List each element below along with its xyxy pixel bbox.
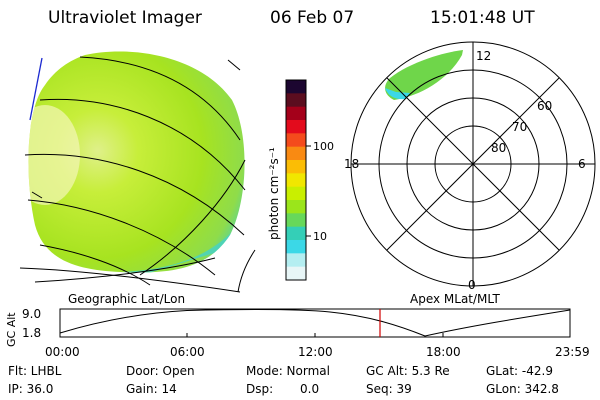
color-scale-band <box>286 106 306 121</box>
color-scale-band <box>286 146 306 161</box>
color-scale-band <box>286 266 306 281</box>
gc-altitude-status: GC Alt: 5.3 Re <box>366 364 450 378</box>
latitude-line <box>24 153 245 236</box>
geographic-longitude-status: GLon: 342.8 <box>486 382 559 396</box>
altitude-xtick-1200: 12:00 <box>298 345 333 359</box>
color-scale-frame <box>285 79 307 281</box>
color-scale-label: photon cm⁻²s⁻¹ <box>267 147 281 240</box>
color-scale-tick-label-100: 100 <box>313 140 334 153</box>
color-scale-band <box>286 120 306 134</box>
color-scale-band <box>286 253 306 268</box>
color-scale-bar <box>286 80 306 281</box>
auroral-emission-edge <box>385 88 410 100</box>
color-scale-band <box>286 186 306 201</box>
color-scale-band <box>286 80 306 94</box>
ip-status: IP: 36.0 <box>8 382 54 396</box>
latitude-line <box>79 56 241 141</box>
instrument-title: Ultraviolet Imager <box>48 8 202 28</box>
altitude-xtick-0600: 06:00 <box>170 345 205 359</box>
geographic-grid-label: Geographic Lat/Lon <box>68 292 186 306</box>
edge-tick <box>227 59 241 71</box>
mlt-diagonal <box>386 77 560 251</box>
earth-dayside-glow <box>28 105 80 205</box>
mlat-label-60: 60 <box>537 99 552 113</box>
mlt-label-top: 12 <box>476 49 491 63</box>
color-scale-tick-label-10: 10 <box>313 230 327 243</box>
apex-grid-label: Apex MLat/MLT <box>410 292 500 306</box>
dsp-status: Dsp: <box>246 382 274 396</box>
color-scale-band <box>286 173 306 188</box>
altitude-xtick-0000: 00:00 <box>45 345 80 359</box>
altitude-curve <box>59 309 571 337</box>
mlat-label-70: 70 <box>512 120 527 134</box>
image-time: 15:01:48 UT <box>430 8 535 28</box>
color-scale-band <box>286 133 306 148</box>
color-scale-band <box>286 226 306 241</box>
gain-status: Gain: 14 <box>126 382 177 396</box>
latitude-line <box>27 199 216 276</box>
color-scale-band <box>286 160 306 174</box>
dsp-value: 0.0 <box>300 382 320 396</box>
longitude-line <box>34 257 216 283</box>
altitude-xtick-2359: 23:59 <box>555 345 590 359</box>
latitude-line-outer <box>19 267 241 293</box>
earth-disk <box>28 51 245 273</box>
sequence-status: Seq: 39 <box>366 382 412 396</box>
altitude-ylabel: GC Alt <box>5 312 18 347</box>
geographic-grid <box>19 56 256 293</box>
latitude-line <box>39 98 246 191</box>
mode-status: Mode: Normal <box>246 364 330 378</box>
color-scale-band <box>286 213 306 228</box>
color-scale-band <box>286 93 306 108</box>
color-scale-band <box>286 240 306 254</box>
altitude-ytick-1.8: 1.8 <box>22 326 41 340</box>
image-date: 06 Feb 07 <box>270 8 355 28</box>
mlat-label-80: 80 <box>491 141 506 155</box>
earth-image <box>28 51 245 273</box>
edge-tick <box>31 191 43 199</box>
altitude-xtick-1800: 18:00 <box>426 345 461 359</box>
geographic-latitude-status: GLat: -42.9 <box>486 364 553 378</box>
mlt-label-left: 18 <box>344 157 359 171</box>
latitude-line <box>39 244 151 286</box>
auroral-emission-patch <box>385 50 463 100</box>
filter-status: Flt: LHBL <box>8 364 62 378</box>
mlt-label-right: 6 <box>578 157 586 171</box>
longitude-line <box>139 159 246 276</box>
longitude-line-outer <box>237 249 256 293</box>
mlt-label-bottom: 0 <box>468 278 476 292</box>
altitude-ytick-9: 9.0 <box>22 307 41 321</box>
door-status: Door: Open <box>126 364 195 378</box>
terminator-line <box>29 57 43 121</box>
altitude-plot: 9.0 1.8 GC Alt 00:00 06:00 12:00 18:00 2… <box>5 307 590 359</box>
apex-polar-plot: 12 18 6 0 60 70 80 <box>344 41 596 292</box>
color-scale-band <box>286 200 306 214</box>
